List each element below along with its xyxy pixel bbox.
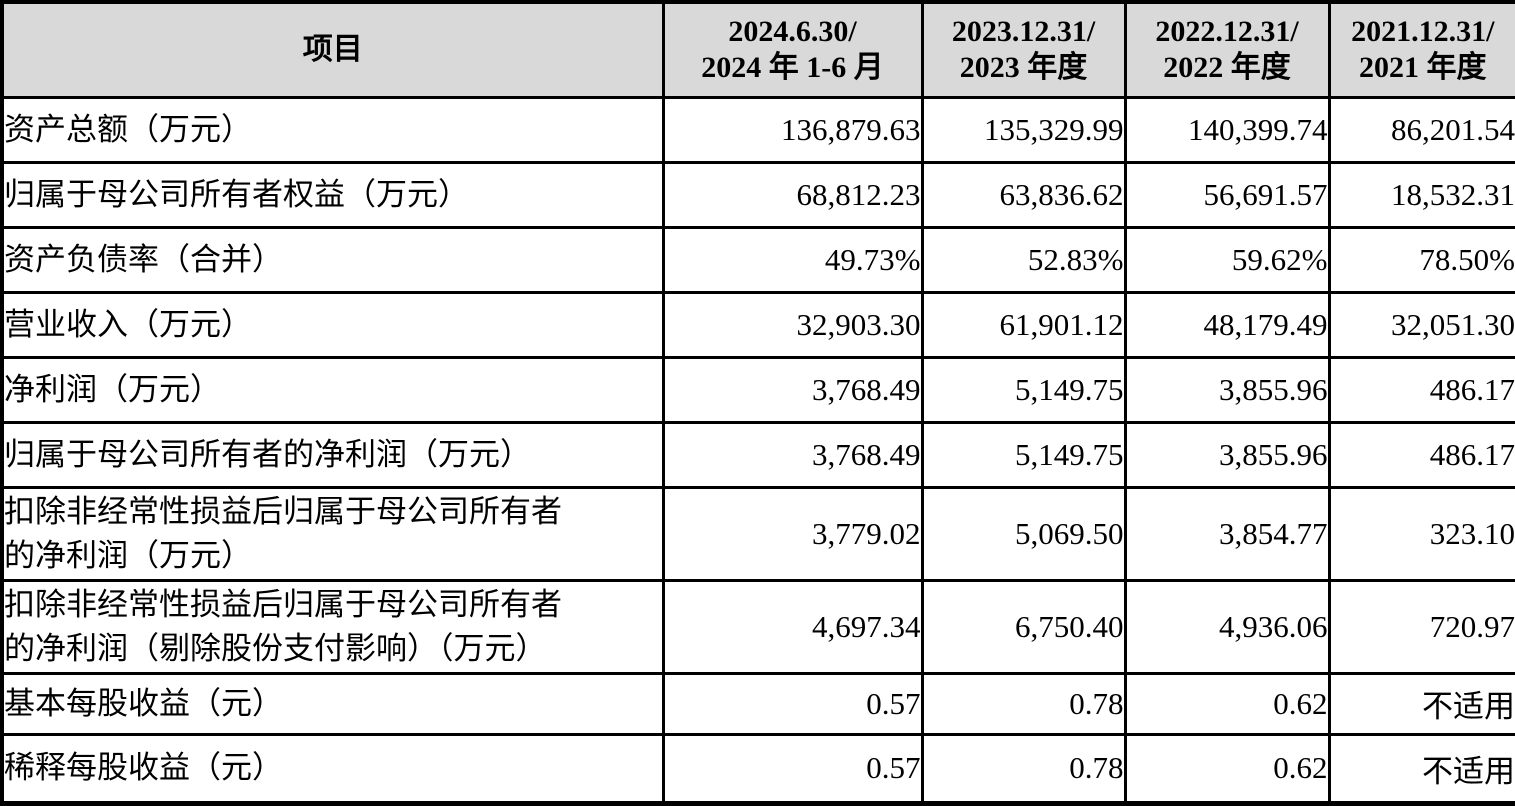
value-cell: 3,854.77 [1123, 485, 1331, 582]
value-cell: 3,768.49 [661, 355, 924, 424]
table-row-parent-equity: 归属于母公司所有者权益（万元） 68,812.23 63,836.62 56,6… [0, 160, 1515, 229]
row-label: 稀释每股收益（元） [0, 732, 665, 806]
table-row-net-profit: 净利润（万元） 3,768.49 5,149.75 3,855.96 486.1… [0, 355, 1515, 424]
row-label: 归属于母公司所有者的净利润（万元） [0, 420, 665, 489]
header-item-cell: 项目 [0, 0, 665, 99]
value-cell: 0.78 [920, 671, 1127, 736]
value-cell: 61,901.12 [920, 290, 1127, 359]
value-cell: 4,936.06 [1123, 578, 1331, 675]
value-cell: 0.78 [920, 732, 1127, 806]
value-cell: 720.97 [1327, 578, 1515, 675]
value-cell: 3,855.96 [1123, 420, 1331, 489]
value-cell: 32,051.30 [1327, 290, 1515, 359]
header-period-2023: 2023.12.31/ 2023 年度 [920, 0, 1127, 99]
value-cell: 140,399.74 [1123, 95, 1331, 164]
row-label: 营业收入（万元） [0, 290, 665, 359]
header-row: 项目 2024.6.30/ 2024 年 1-6 月 2023.12.31/ 2… [0, 0, 1515, 99]
row-label: 扣除非经常性损益后归属于母公司所有者 的净利润（剔除股份支付影响）（万元） [0, 578, 665, 675]
table-row-operating-revenue: 营业收入（万元） 32,903.30 61,901.12 48,179.49 3… [0, 290, 1515, 359]
value-cell: 5,149.75 [920, 355, 1127, 424]
value-cell: 18,532.31 [1327, 160, 1515, 229]
value-cell: 323.10 [1327, 485, 1515, 582]
row-label: 资产总额（万元） [0, 95, 665, 164]
table-row-deducted-net-profit-ex-sbc: 扣除非经常性损益后归属于母公司所有者 的净利润（剔除股份支付影响）（万元） 4,… [0, 578, 1515, 675]
header-period-2022: 2022.12.31/ 2022 年度 [1123, 0, 1331, 99]
value-cell: 5,149.75 [920, 420, 1127, 489]
value-cell: 136,879.63 [661, 95, 924, 164]
table-row-basic-eps: 基本每股收益（元） 0.57 0.78 0.62 不适用 [0, 671, 1515, 736]
value-cell: 0.57 [661, 671, 924, 736]
value-cell: 48,179.49 [1123, 290, 1331, 359]
row-label: 资产负债率（合并） [0, 225, 665, 294]
value-cell: 3,855.96 [1123, 355, 1331, 424]
value-cell: 32,903.30 [661, 290, 924, 359]
value-cell: 86,201.54 [1327, 95, 1515, 164]
row-label: 净利润（万元） [0, 355, 665, 424]
value-cell: 5,069.50 [920, 485, 1127, 582]
value-cell: 49.73% [661, 225, 924, 294]
value-cell: 59.62% [1123, 225, 1331, 294]
value-cell: 486.17 [1327, 355, 1515, 424]
value-cell: 63,836.62 [920, 160, 1127, 229]
table-row-debt-ratio: 资产负债率（合并） 49.73% 52.83% 59.62% 78.50% [0, 225, 1515, 294]
value-cell: 不适用 [1327, 671, 1515, 736]
value-cell: 56,691.57 [1123, 160, 1331, 229]
table-row-diluted-eps: 稀释每股收益（元） 0.57 0.78 0.62 不适用 [0, 732, 1515, 806]
value-cell: 0.62 [1123, 732, 1331, 806]
header-period-2021: 2021.12.31/ 2021 年度 [1327, 0, 1515, 99]
value-cell: 3,768.49 [661, 420, 924, 489]
value-cell: 486.17 [1327, 420, 1515, 489]
value-cell: 不适用 [1327, 732, 1515, 806]
value-cell: 3,779.02 [661, 485, 924, 582]
value-cell: 0.57 [661, 732, 924, 806]
header-period-2024h1: 2024.6.30/ 2024 年 1-6 月 [661, 0, 924, 99]
table-row-parent-net-profit: 归属于母公司所有者的净利润（万元） 3,768.49 5,149.75 3,85… [0, 420, 1515, 489]
value-cell: 4,697.34 [661, 578, 924, 675]
value-cell: 52.83% [920, 225, 1127, 294]
value-cell: 135,329.99 [920, 95, 1127, 164]
value-cell: 68,812.23 [661, 160, 924, 229]
row-label: 基本每股收益（元） [0, 671, 665, 736]
table-row-deducted-net-profit: 扣除非经常性损益后归属于母公司所有者 的净利润（万元） 3,779.02 5,0… [0, 485, 1515, 582]
row-label: 归属于母公司所有者权益（万元） [0, 160, 665, 229]
table-row-total-assets: 资产总额（万元） 136,879.63 135,329.99 140,399.7… [0, 95, 1515, 164]
value-cell: 78.50% [1327, 225, 1515, 294]
value-cell: 6,750.40 [920, 578, 1127, 675]
value-cell: 0.62 [1123, 671, 1331, 736]
row-label: 扣除非经常性损益后归属于母公司所有者 的净利润（万元） [0, 485, 665, 582]
